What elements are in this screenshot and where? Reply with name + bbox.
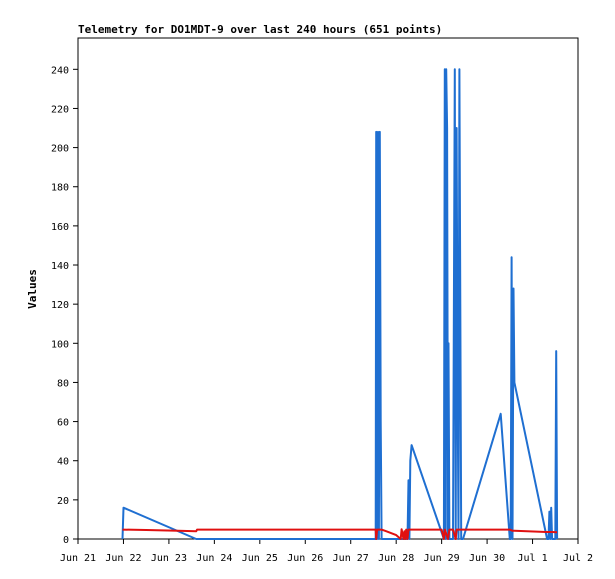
x-tick-label: Jun 27 — [333, 553, 369, 564]
y-tick-label: 0 — [63, 535, 69, 546]
x-tick-label: Jul 1 — [517, 553, 547, 564]
y-tick-label: 20 — [57, 496, 69, 507]
y-tick-label: 140 — [51, 261, 69, 272]
x-axis: Jun 21 Jun 22 Jun 23 Jun 24 Jun 25 Jun 26 Jun … — [60, 539, 593, 564]
y-tick-label: 80 — [57, 378, 69, 389]
x-tick-label: Jun 21 — [60, 553, 96, 564]
x-tick-label: Jun 23 — [151, 553, 187, 564]
x-tick-label: Jun 28 — [378, 553, 414, 564]
x-tick-label: Jun 22 — [105, 553, 141, 564]
y-tick-label: 60 — [57, 418, 69, 429]
x-tick-label: Jun 25 — [242, 553, 278, 564]
series-line-2 — [122, 528, 558, 540]
y-tick-label: 160 — [51, 222, 69, 233]
plot-area — [77, 37, 579, 540]
y-tick-label: 200 — [51, 144, 69, 155]
x-tick-label: Jun 30 — [469, 553, 505, 564]
series-layer — [121, 68, 559, 540]
y-axis-label: Values — [26, 269, 39, 309]
y-tick-label: 40 — [57, 457, 69, 468]
y-axis: 0 20 40 60 80 100 120 140 160 180 200 220 240 — [51, 65, 78, 546]
x-tick-label: Jun 29 — [424, 553, 460, 564]
y-tick-label: 120 — [51, 300, 69, 311]
y-tick-label: 240 — [51, 65, 69, 76]
series-line-1 — [121, 68, 559, 540]
x-tick-label: Jun 26 — [287, 553, 323, 564]
x-tick-label: Jun 24 — [196, 553, 232, 564]
y-tick-label: 100 — [51, 339, 69, 350]
chart-title: Telemetry for DO1MDT-9 over last 240 hou… — [78, 23, 442, 36]
y-tick-label: 220 — [51, 104, 69, 115]
x-tick-label: Jul 2 — [563, 553, 593, 564]
y-tick-label: 180 — [51, 183, 69, 194]
